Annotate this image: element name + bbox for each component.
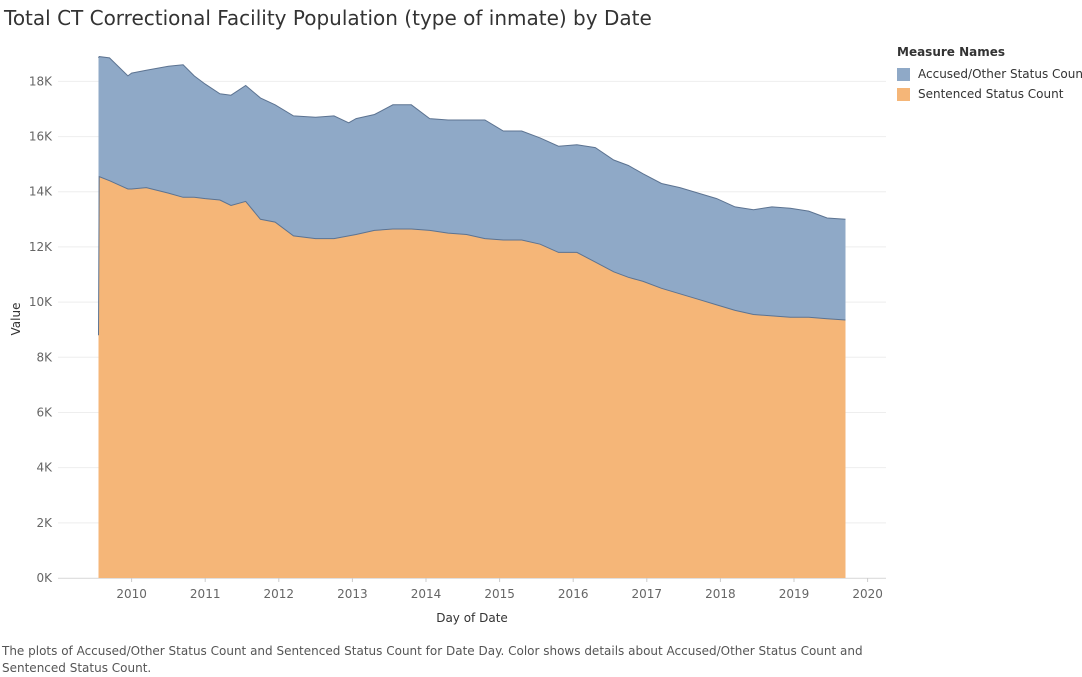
y-tick-label: 16K xyxy=(29,130,53,144)
x-tick-label: 2017 xyxy=(632,587,663,601)
x-tick-label: 2015 xyxy=(484,587,515,601)
legend-item-accused[interactable]: Accused/Other Status Count xyxy=(897,64,1082,84)
x-tick-label: 2011 xyxy=(190,587,221,601)
x-axis-title: Day of Date xyxy=(436,611,508,625)
legend-title: Measure Names xyxy=(897,45,1006,59)
line-accused-top xyxy=(98,56,846,220)
x-tick-label: 2018 xyxy=(705,587,736,601)
y-tick-label: 8K xyxy=(36,350,53,364)
x-tick-label: 2013 xyxy=(337,587,368,601)
y-tick-label: 18K xyxy=(29,74,53,88)
y-tick-label: 14K xyxy=(29,185,53,199)
x-tick-label: 2014 xyxy=(411,587,442,601)
x-tick-label: 2019 xyxy=(779,587,810,601)
legend-label-sentenced: Sentenced Status Count xyxy=(918,87,1064,101)
y-tick-label: 6K xyxy=(36,405,53,419)
area-accused xyxy=(98,56,846,336)
legend-swatch-sentenced xyxy=(897,87,910,101)
legend-label-accused: Accused/Other Status Count xyxy=(918,67,1082,81)
area-chart: 0K 2K 4K 6K 8K 10K 12K 14K 16K 18K 2010 2011 2012 201… xyxy=(9,56,886,625)
y-tick-label: 4K xyxy=(36,461,53,475)
legend-item-sentenced[interactable]: Sentenced Status Count xyxy=(897,84,1082,104)
x-tick-label: 2012 xyxy=(264,587,295,601)
legend-swatch-accused xyxy=(897,67,910,81)
x-tick-label: 2020 xyxy=(852,587,883,601)
legend: Measure Names Accused/Other Status Count… xyxy=(897,45,1082,104)
area-sentenced xyxy=(98,176,846,578)
y-tick-label: 2K xyxy=(36,516,53,530)
chart-title: Total CT Correctional Facility Populatio… xyxy=(4,6,652,30)
x-tick-label: 2010 xyxy=(116,587,147,601)
chart-caption: The plots of Accused/Other Status Count … xyxy=(2,644,863,675)
y-tick-label: 0K xyxy=(36,571,53,585)
y-tick-label: 10K xyxy=(29,295,53,309)
y-axis-title: Value xyxy=(9,303,23,336)
y-tick-label: 12K xyxy=(29,240,53,254)
x-tick-label: 2016 xyxy=(558,587,589,601)
line-sentenced-top xyxy=(98,175,846,336)
